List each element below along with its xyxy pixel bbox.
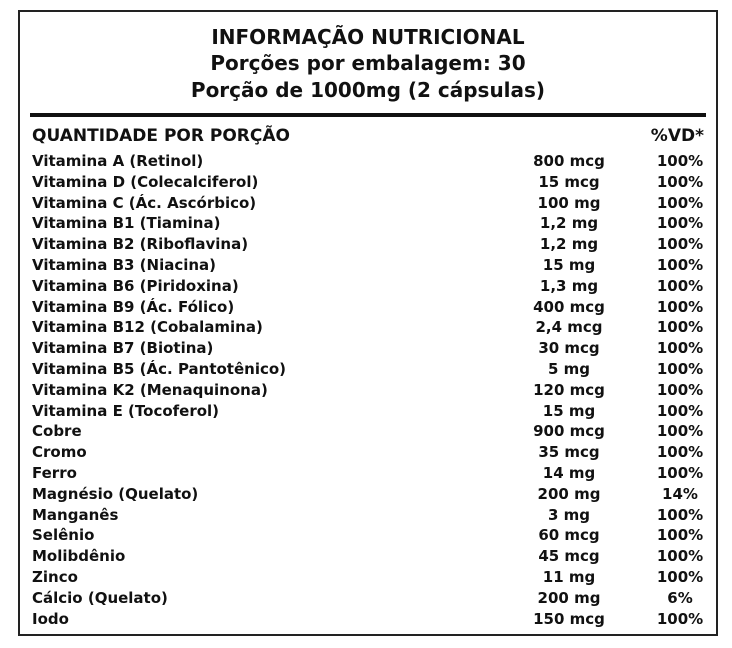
nutrient-amount: 60 mcg [538,526,600,545]
nutrient-amount: 1,2 mg [539,214,599,233]
nutrient-name: Vitamina C (Ác. Ascórbico) [32,193,257,212]
column-header: QUANTIDADE POR PORÇÃO [32,126,290,146]
nutrient-amount: 45 mcg [538,547,600,566]
nutrient-name: Vitamina B1 (Tiamina) [32,214,221,233]
daily-value: 100% [656,609,704,628]
nutrient-amount: 150 mcg [533,609,605,628]
daily-value: 100% [656,193,704,212]
nutrient-name: Manganês [32,505,119,524]
nutrient-name: Vitamina E (Tocoferol) [32,401,220,420]
nutrient-amount: 30 mcg [538,339,600,358]
nutrient-name: Zinco [32,568,78,586]
nutrient-amount: 200 mg [537,588,601,607]
daily-value: 100% [656,339,704,358]
daily-value: 100% [656,276,704,295]
daily-value: 100% [656,235,704,254]
nutrient-name: Vitamina B12 (Cobalamina) [32,318,263,337]
daily-value: 6% [667,588,693,607]
daily-value: 100% [656,380,704,399]
nutrient-name: Vitamina B5 (Ác. Pantotênico) [32,360,287,378]
nutrient-name: Vitamina B9 (Ác. Fólico) [32,297,235,316]
daily-value: 100% [656,318,704,337]
portion: Porção de 1000mg (2 cápsulas) [190,78,546,102]
nutrient-name: Selênio [32,526,95,545]
divider [30,113,706,117]
nutrient-amount: 200 mg [537,484,601,503]
nutrient-amount: 35 mcg [538,443,600,462]
nutrient-name: Vitamina D (Colecalciferol) [32,172,259,191]
nutrient-amount: 800 mcg [533,152,605,170]
nutrient-amount: 14 mg [542,464,596,482]
nutrition-panel: INFORMAÇÃO NUTRICIONAL Porções por embal… [18,10,718,636]
column-header: %VD* [650,126,704,146]
daily-value: 100% [656,152,704,170]
daily-value: 100% [656,422,704,441]
nutrient-name: Vitamina K2 (Menaquinona) [32,380,268,399]
nutrient-name: Cromo [32,443,87,462]
daily-value: 100% [656,443,704,462]
nutrient-name: Magnésio (Quelato) [32,484,199,503]
nutrient-amount: 11 mg [542,568,596,586]
daily-value: 100% [656,360,704,378]
nutrient-name: Vitamina B3 (Niacina) [32,256,217,274]
daily-value: 100% [656,297,704,316]
nutrient-name: Molibdênio [32,547,126,566]
daily-value: 100% [656,505,704,524]
nutrient-amount: 5 mg [547,360,591,378]
daily-value: 14% [662,484,698,503]
daily-value: 100% [656,172,704,191]
nutrient-amount: 15 mg [542,401,596,420]
nutrient-name: Vitamina B2 (Riboflavina) [32,235,249,254]
title: INFORMAÇÃO NUTRICIONAL [211,25,525,49]
daily-value: 100% [656,526,704,545]
daily-value: 100% [656,214,704,233]
nutrient-amount: 15 mcg [538,172,600,191]
nutrient-amount: 1,2 mg [539,235,599,254]
nutrient-name: Iodo [32,609,69,628]
nutrient-name: Vitamina B6 (Piridoxina) [32,276,239,295]
nutrient-amount: 900 mcg [533,422,605,441]
servings: Porções por embalagem: 30 [210,51,526,75]
nutrient-amount: 1,3 mg [539,276,599,295]
daily-value: 100% [656,256,704,274]
nutrient-amount: 3 mg [547,505,591,524]
nutrient-amount: 15 mg [542,256,596,274]
nutrient-name: Ferro [32,464,77,482]
nutrient-amount: 120 mcg [533,380,605,399]
nutrient-name: Cálcio (Quelato) [32,588,168,607]
daily-value: 100% [656,401,704,420]
nutrient-name: Cobre [32,422,82,441]
daily-value: 100% [656,568,704,586]
nutrient-amount: 100 mg [537,193,601,212]
nutrient-name: Vitamina A (Retinol) [32,152,204,170]
daily-value: 100% [656,464,704,482]
nutrient-amount: 2,4 mcg [535,318,603,337]
nutrient-amount: 400 mcg [533,297,605,316]
daily-value: 100% [656,547,704,566]
nutrient-name: Vitamina B7 (Biotina) [32,339,214,358]
